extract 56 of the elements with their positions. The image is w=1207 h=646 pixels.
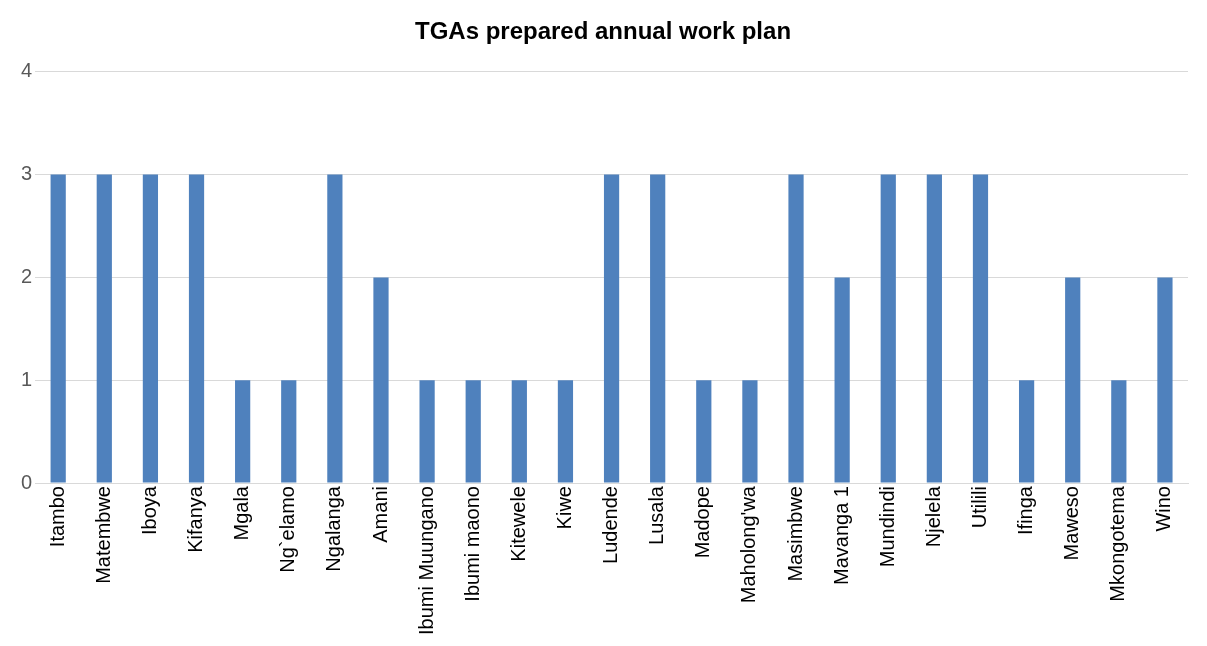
bar — [327, 174, 343, 483]
x-tick-label: Kifanya — [184, 485, 207, 553]
x-tick-label: Kiwe — [552, 486, 575, 530]
x-tick-label: Mundindi — [875, 486, 898, 568]
x-tick-label: Amani — [368, 486, 391, 543]
bar — [235, 380, 251, 483]
x-tick-label: Utilili — [968, 486, 990, 529]
bar — [511, 380, 527, 483]
y-tick-label: 3 — [21, 162, 33, 185]
x-tick-label: Ifinga — [1014, 485, 1037, 535]
x-tick-label: Mgala — [230, 485, 253, 541]
y-tick-label: 0 — [21, 470, 33, 493]
bar — [650, 174, 666, 483]
y-tick-label: 2 — [21, 264, 33, 287]
bar — [742, 380, 758, 483]
x-tick-label: Matembwe — [91, 486, 114, 584]
bar — [465, 380, 481, 483]
bar — [972, 174, 989, 483]
bar — [1111, 380, 1127, 483]
bar — [880, 174, 896, 483]
bar — [96, 174, 112, 483]
x-tick-label: Mavanga 1 — [829, 486, 852, 585]
bar — [557, 380, 574, 483]
x-tick-label: Ngalanga — [322, 485, 345, 572]
x-tick-label: Lusala — [645, 485, 668, 545]
x-tick-label: Kitewele — [506, 486, 529, 562]
x-tick-label: Iboya — [137, 485, 160, 535]
x-tick-label: Ng`elamo — [276, 486, 299, 573]
bar — [373, 277, 389, 483]
y-tick-label: 1 — [21, 367, 33, 390]
chart-title: TGAs prepared annual work plan — [414, 17, 792, 45]
bar — [419, 380, 435, 483]
x-tick-label: Mkongotema — [1106, 485, 1129, 602]
x-tick-label: Madope — [691, 486, 714, 559]
x-tick-label: Masimbwe — [783, 486, 806, 582]
bar — [1065, 277, 1081, 483]
bar — [142, 174, 159, 483]
bar — [696, 380, 712, 483]
bar — [834, 277, 850, 483]
x-tick-label: Maweso — [1060, 486, 1083, 561]
x-tick-label: Itambo — [45, 486, 68, 548]
bar — [188, 174, 205, 483]
x-tick-label: Ibumi Muungano — [414, 486, 437, 635]
bar — [788, 174, 804, 483]
x-tick-label: Ludende — [599, 486, 622, 564]
x-tick-label: Njelela — [921, 485, 944, 548]
bar — [1157, 277, 1173, 483]
x-tick-label: Ibumi maono — [460, 486, 483, 602]
bar — [281, 380, 297, 483]
bar — [926, 174, 942, 483]
bar — [50, 174, 66, 483]
x-tick-label: Maholong'wa — [737, 485, 760, 604]
x-tick-label: Wino — [1152, 486, 1175, 532]
bar — [1018, 380, 1035, 483]
y-tick-label: 4 — [21, 59, 33, 82]
bar — [603, 174, 620, 483]
